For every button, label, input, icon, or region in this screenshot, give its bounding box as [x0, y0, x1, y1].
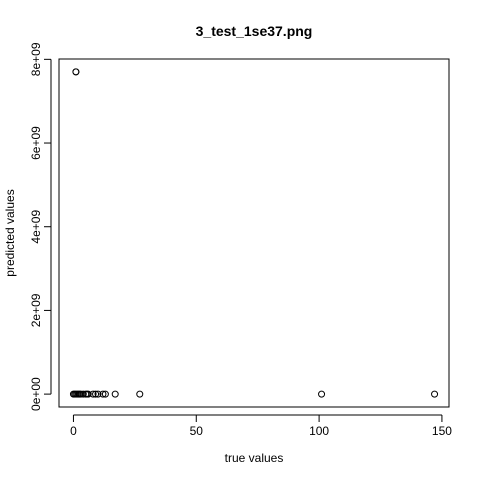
data-point: [89, 390, 97, 398]
data-point: [318, 390, 326, 398]
data-point: [101, 390, 109, 398]
y-tick-label: 0e+00: [29, 377, 43, 411]
y-axis: 0e+00 2e+09 4e+09 6e+09 8e+09: [29, 42, 52, 411]
x-tick-label: 50: [190, 424, 204, 438]
x-tick-label: 100: [309, 424, 329, 438]
chart-title: 3_test_1se37.png: [196, 23, 313, 39]
x-tick-label: 0: [70, 424, 77, 438]
y-axis-label: predicted values: [3, 189, 17, 276]
y-tick-label: 8e+09: [29, 42, 43, 76]
x-axis: 0 50 100 150: [70, 414, 452, 438]
data-point: [94, 390, 102, 398]
data-point: [79, 390, 87, 398]
data-point: [111, 390, 119, 398]
data-point: [431, 390, 439, 398]
y-tick-label: 6e+09: [29, 126, 43, 160]
plot-area-frame: [58, 58, 450, 408]
x-tick-label: 150: [432, 424, 452, 438]
data-point: [92, 390, 100, 398]
data-point: [136, 390, 144, 398]
x-axis-label: true values: [225, 451, 284, 465]
data-point: [99, 390, 107, 398]
y-tick-label: 2e+09: [29, 293, 43, 327]
y-tick-label: 4e+09: [29, 210, 43, 244]
data-point: [72, 68, 80, 76]
data-point: [84, 390, 92, 398]
data-points: [69, 68, 439, 398]
